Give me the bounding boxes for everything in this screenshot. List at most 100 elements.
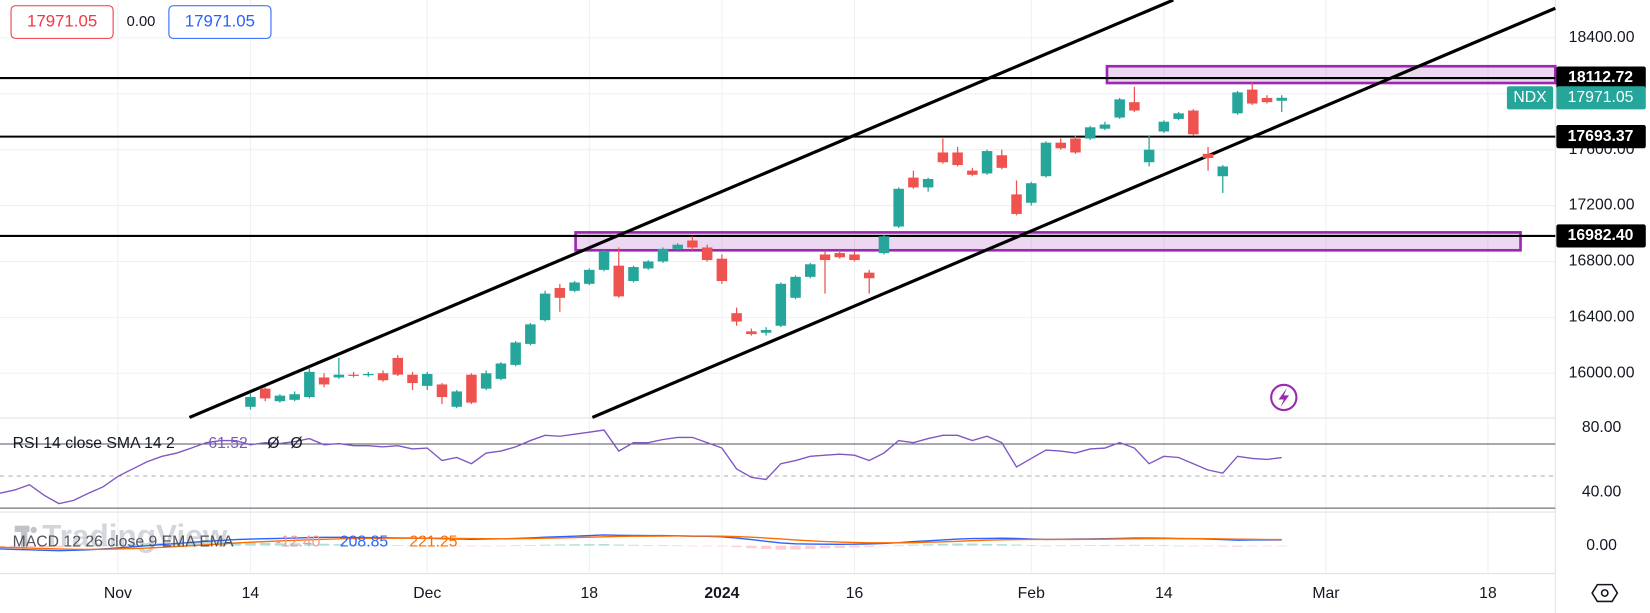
y-tick-label: 16000.00 <box>1569 364 1635 381</box>
macd-hist-bar <box>878 545 890 547</box>
macd-hist-bar <box>466 545 477 547</box>
sell-box <box>10 5 114 39</box>
macd-hist-bar <box>760 545 772 549</box>
level-label: 16982.40 <box>1568 227 1634 244</box>
level-label: 18112.72 <box>1568 69 1633 86</box>
candle-body <box>274 395 286 402</box>
candle-body <box>1040 142 1052 177</box>
macd-hist-bar <box>1232 545 1243 547</box>
candle-body <box>908 177 919 188</box>
icon-dot <box>1600 589 1609 597</box>
macd-hist-bar <box>952 543 963 546</box>
rsi-line <box>0 429 1282 505</box>
macd-hist-bar <box>849 545 860 548</box>
candle-body <box>584 269 595 284</box>
macd-hist-bar <box>893 545 904 547</box>
candle-body <box>1084 127 1096 139</box>
macd-hist-bar <box>1158 545 1170 547</box>
macd-hist-bar <box>731 545 742 548</box>
macd-hist-bar <box>554 544 566 546</box>
logo-part <box>14 525 30 533</box>
macd-hist-bar <box>1055 545 1066 547</box>
macd-hist-bar <box>819 545 831 549</box>
macd-hist-bar <box>377 545 389 546</box>
y-tick-label: 17200.00 <box>1569 197 1635 214</box>
candle-body <box>672 244 683 249</box>
macd-hist-bar <box>24 545 35 548</box>
candle-body <box>760 329 772 333</box>
macd-hist-bar <box>112 544 124 546</box>
candle-body <box>451 391 462 407</box>
candle-body <box>1217 166 1229 177</box>
macd-hist-bar <box>981 543 993 546</box>
macd-hist-bar <box>510 545 521 547</box>
macd-hist-bar <box>1129 544 1140 546</box>
macd-hist-bar <box>9 545 20 548</box>
macd-hist-bar <box>274 543 286 546</box>
candle-body <box>554 288 566 298</box>
candle-body <box>421 373 433 386</box>
macd-hist-bar <box>68 545 79 547</box>
x-tick-label: Dec <box>413 585 441 602</box>
candle-body <box>1055 142 1066 149</box>
x-tick-label: 14 <box>242 585 260 602</box>
symbol-label: NDX <box>1513 89 1547 106</box>
candle-body <box>539 293 551 321</box>
macd-hist-bar <box>642 545 654 546</box>
candle-body <box>967 170 978 175</box>
candle-body <box>1246 89 1258 104</box>
macd-hist-bar <box>333 544 345 546</box>
macd-hist-bar <box>687 545 698 547</box>
macd-hist-bar <box>0 545 6 548</box>
candle-body <box>1099 124 1111 129</box>
x-tick-label: Mar <box>1312 585 1339 602</box>
candle-body <box>289 394 300 400</box>
macd-legend-hist: -12.40 <box>276 534 321 551</box>
candle-body <box>746 331 757 335</box>
macd-hist-bar <box>937 543 949 546</box>
sell-price: 17971.05 <box>27 12 97 31</box>
level-label-box <box>1556 66 1646 90</box>
macd-hist-bar <box>525 545 536 546</box>
rsi-tick-label: 40.00 <box>1582 483 1622 500</box>
macd-hist-bar <box>805 545 816 549</box>
y-tick-label: 16400.00 <box>1569 309 1635 326</box>
zone <box>1105 64 1557 85</box>
candle-body <box>1232 92 1243 114</box>
macd-hist-bar <box>1040 545 1052 547</box>
macd-hist-bar <box>421 545 433 547</box>
spread: 0.00 <box>127 14 156 30</box>
macd-hist-bar <box>451 545 462 547</box>
macd-hist-bar <box>834 545 846 548</box>
y-tick-label: 16800.00 <box>1569 253 1635 270</box>
candle-body <box>510 342 521 365</box>
candle-body <box>363 373 374 376</box>
macd-hist-bar <box>1143 545 1155 546</box>
candle-body <box>333 374 345 378</box>
macd-hist-bar <box>701 545 713 547</box>
macd-hist-bar <box>1217 545 1229 547</box>
macd-hist-bar <box>230 542 241 546</box>
macd-hist-bar <box>1276 545 1287 547</box>
rsi-legend-label: RSI 14 close SMA 14 2 <box>13 435 175 452</box>
candle-body <box>436 384 448 398</box>
trendline <box>188 0 1174 419</box>
macd-hist-bar <box>1026 545 1037 546</box>
macd-hist-bar <box>480 545 492 547</box>
macd-hist-bar <box>775 545 787 550</box>
candle-body <box>937 152 949 163</box>
macd-hist-bar <box>598 543 610 546</box>
candle-body <box>1011 194 1022 214</box>
macd-hist-bar <box>657 545 669 546</box>
macd-hist-bar <box>922 544 934 546</box>
candle-body <box>1070 138 1081 153</box>
macd-hist-bar <box>790 545 801 550</box>
candle-body <box>304 371 315 398</box>
last-price-label: 17971.05 <box>1568 89 1634 106</box>
rsi-legend-value: 61.52 <box>208 435 247 452</box>
macd-hist-bar <box>38 545 50 548</box>
candle-body <box>687 240 698 248</box>
candle-body <box>1261 97 1273 103</box>
macd-tick-label: 0.00 <box>1586 537 1617 554</box>
